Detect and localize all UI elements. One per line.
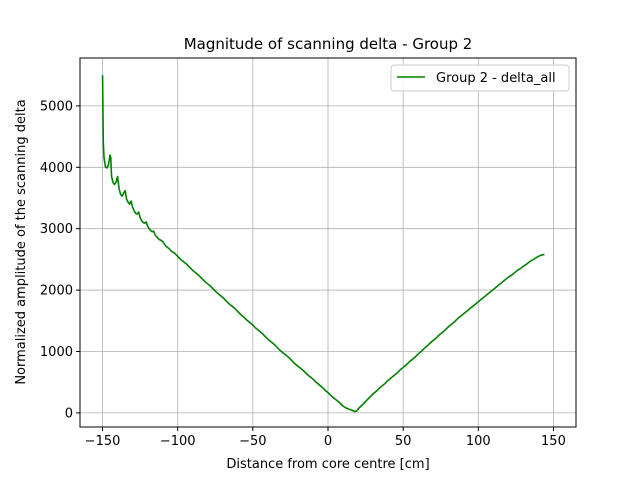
plot-frame [79, 57, 577, 428]
x-tick-label: 100 [466, 434, 491, 449]
x-tick-label: −100 [160, 434, 196, 449]
x-tick-label: −150 [85, 434, 121, 449]
x-tick-label: 50 [395, 434, 412, 449]
y-tick-label: 0 [65, 406, 73, 421]
y-tick-label: 2000 [40, 284, 73, 299]
y-tick-label: 3000 [40, 222, 73, 237]
chart-title: Magnitude of scanning delta - Group 2 [184, 35, 473, 53]
y-axis-label: Normalized amplitude of the scanning del… [14, 99, 29, 384]
y-tick-label: 1000 [40, 345, 73, 360]
x-tick-label: 150 [541, 434, 566, 449]
y-tick-label: 5000 [40, 99, 73, 114]
x-axis-label: Distance from core centre [cm] [226, 457, 429, 472]
series-line-group-2-delta-all [101, 75, 545, 413]
legend: Group 2 - delta_all [390, 64, 570, 92]
legend-label: Group 2 - delta_all [436, 71, 556, 86]
y-tick-label: 4000 [40, 161, 73, 176]
x-tick-label: 0 [324, 434, 332, 449]
x-tick-label: −50 [239, 434, 266, 449]
axis-ticks: −150 −100 −50 0 50 100 150 0 1000 2000 3000 4000 500… [40, 99, 566, 449]
legend-frame [390, 64, 570, 92]
